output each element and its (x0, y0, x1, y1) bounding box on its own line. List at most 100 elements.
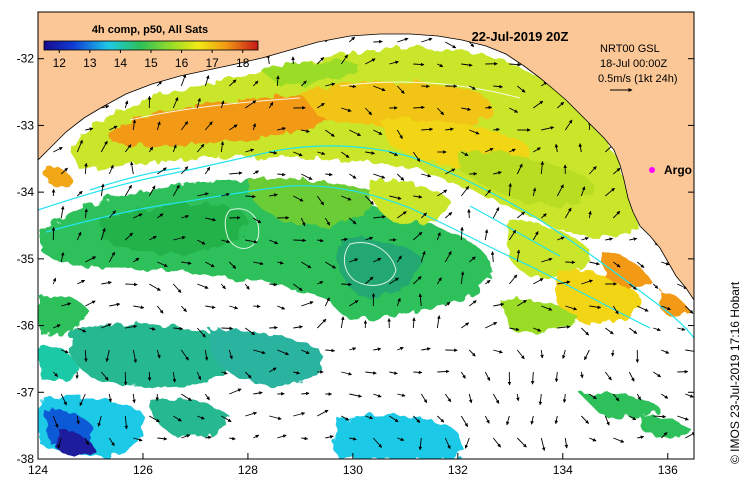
current-vector-arrow (492, 437, 501, 448)
current-vector-arrow (325, 435, 334, 439)
current-vector-arrow (317, 281, 324, 285)
current-vector-arrow (77, 279, 86, 285)
current-vector-arrow (437, 189, 448, 197)
current-vector-arrow (301, 349, 310, 355)
current-vector-arrow (444, 251, 452, 263)
current-vector-arrow (461, 63, 473, 67)
current-vector-arrow (181, 393, 192, 401)
current-vector-arrow (605, 187, 615, 197)
current-vector-arrow (76, 415, 80, 425)
current-vector-arrow (540, 161, 545, 175)
current-vector-arrow (541, 305, 553, 311)
current-vector-arrow (509, 107, 519, 113)
current-vector-arrow (325, 261, 336, 269)
current-vector-arrow (79, 393, 86, 407)
current-vector-arrow (517, 299, 527, 307)
current-vector-arrow (341, 237, 348, 242)
current-vector-arrow (365, 151, 376, 155)
current-vector-arrow (533, 327, 542, 332)
current-vector-arrow (245, 148, 255, 153)
current-vector-arrow (85, 127, 94, 131)
current-vector-arrow (532, 231, 539, 241)
current-vector-arrow (52, 371, 59, 377)
current-vector-arrow (149, 415, 160, 423)
current-vector-arrow (196, 97, 201, 109)
current-vector-arrow (108, 393, 112, 403)
current-vector-arrow (173, 326, 184, 331)
current-vector-arrow (589, 437, 597, 442)
current-vector-arrow (156, 80, 163, 87)
current-vector-arrow (605, 327, 614, 335)
current-vector-arrow (580, 371, 584, 379)
current-vector-arrow (389, 151, 399, 156)
current-vector-arrow (445, 301, 451, 307)
current-vector-arrow (253, 349, 266, 355)
current-vector-arrow (124, 100, 129, 109)
current-vector-arrow (317, 409, 329, 417)
credit-text: © IMOS 23-Jul-2019 17:16 Hobart (728, 281, 742, 464)
x-tick-label: 134 (553, 463, 573, 477)
current-vector-arrow (84, 437, 89, 446)
current-vector-arrow (149, 235, 157, 241)
contour-lines (38, 145, 694, 339)
current-vector-arrow (554, 415, 559, 425)
current-vector-arrow (516, 349, 525, 360)
current-vector-arrow (613, 437, 625, 443)
current-vector-arrow (437, 369, 450, 374)
current-vector-arrow (589, 305, 602, 310)
current-vector-arrow (637, 261, 645, 268)
current-vector-arrow (268, 101, 274, 109)
x-tick-label: 132 (448, 463, 468, 477)
current-vector-arrow (605, 237, 614, 241)
current-vector-arrow (204, 166, 211, 175)
current-vector-arrow (293, 238, 307, 243)
y-tick-label: -36 (17, 319, 35, 333)
current-vector-arrow (156, 349, 161, 359)
current-vector-arrow (124, 144, 132, 153)
current-vector-arrow (204, 75, 210, 87)
colorbar-gradient (43, 40, 259, 51)
current-vector-arrow (245, 194, 256, 199)
current-vector-arrow (653, 371, 662, 378)
current-vector-arrow (540, 349, 544, 359)
current-vector-arrow (444, 437, 451, 450)
current-vector-arrow (181, 214, 190, 219)
current-vector-arrow (244, 371, 252, 379)
current-vector-arrow (293, 412, 306, 417)
current-vector-arrow (124, 415, 129, 430)
current-vector-arrow (156, 305, 164, 314)
plot-frame (37, 11, 695, 460)
current-vector-arrow (293, 283, 303, 291)
current-vector-arrow (277, 172, 286, 177)
current-vector-arrow (172, 283, 182, 293)
current-vector-arrow (492, 207, 500, 219)
current-vector-arrow (436, 232, 441, 241)
current-vector-arrow (661, 393, 669, 399)
current-vector-arrow (180, 166, 189, 175)
current-vector-arrow (493, 84, 503, 89)
colorbar-tick-label: 13 (83, 56, 97, 70)
current-vector-arrow (60, 251, 65, 263)
current-vector-arrow (316, 318, 327, 329)
current-vector-arrow (533, 147, 541, 153)
x-tick-label: 128 (238, 463, 258, 477)
current-vector-arrow (228, 79, 237, 87)
current-vector-arrow (445, 212, 453, 219)
current-vector-arrow (340, 54, 348, 65)
current-vector-arrow (53, 324, 61, 329)
current-vector-arrow (109, 302, 121, 307)
current-vector-arrow (412, 151, 421, 162)
sst-data-layer (40, 47, 692, 459)
current-vector-arrow (101, 280, 112, 285)
current-vector-arrow (445, 41, 457, 49)
current-vector-arrow (84, 208, 88, 219)
current-vector-arrow (541, 213, 547, 219)
current-vector-arrow (612, 210, 621, 219)
current-vector-arrow (181, 261, 192, 265)
current-vector-arrow (492, 393, 500, 404)
current-vector-arrow (565, 305, 578, 311)
current-vector-arrow (581, 279, 593, 285)
current-legend: NRT00 GSL 18-Jul 00:00Z 0.5m/s (1kt 24h) (598, 43, 677, 92)
current-vector-arrow (172, 371, 177, 383)
current-vector-arrow (412, 415, 421, 423)
